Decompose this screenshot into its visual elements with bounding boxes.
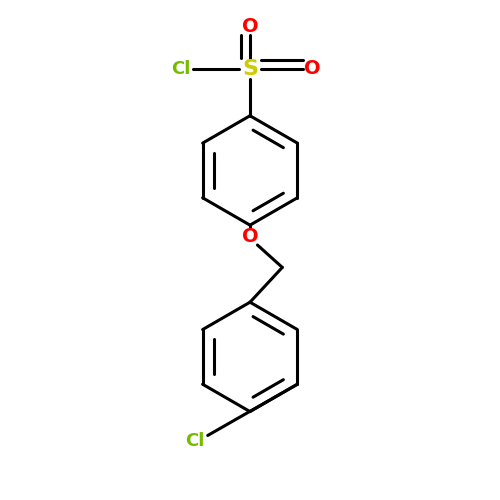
Text: O: O [242,16,258,36]
Text: Cl: Cl [170,60,190,78]
Text: Cl: Cl [186,432,205,450]
Text: S: S [242,58,258,78]
Text: O: O [304,59,320,78]
Text: O: O [242,226,258,246]
